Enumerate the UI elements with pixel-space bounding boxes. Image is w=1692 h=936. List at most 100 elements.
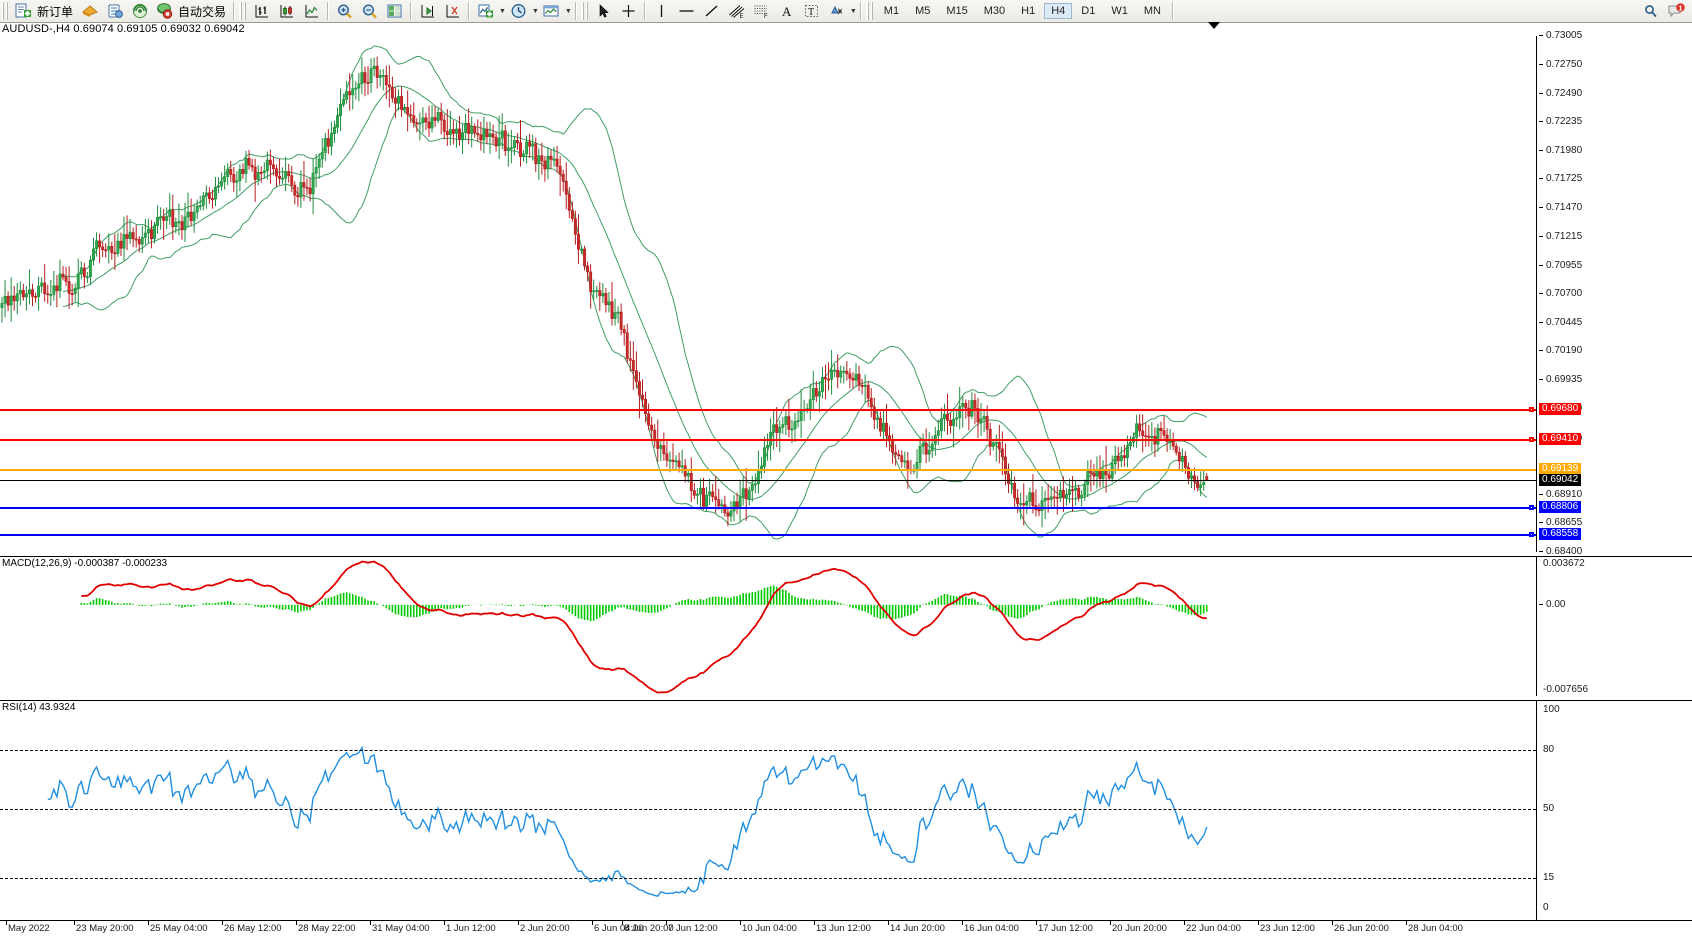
time-tick-label: 26 Jun 20:00 [1334, 923, 1389, 934]
price-tick: 0.71725 [1539, 173, 1582, 184]
time-axis[interactable]: May 2022 23 May 20:00 25 May 04:00 26 May 1… [0, 920, 1692, 936]
time-tick-label: 25 May 04:00 [150, 923, 208, 934]
current-price-line-label[interactable]: 0.69042 [1539, 474, 1582, 487]
symbol-quote-line: AUDUSD-,H4 0.69074 0.69105 0.69032 0.690… [2, 23, 245, 35]
timeframe-d1[interactable]: D1 [1081, 5, 1096, 17]
support-line-2[interactable] [0, 534, 1536, 537]
new-order-label[interactable]: 新订单 [37, 4, 74, 19]
equidistant-channel-icon[interactable]: E [724, 1, 749, 21]
support-line-1-handle[interactable] [1529, 504, 1534, 510]
text-icon[interactable]: A [774, 1, 799, 21]
time-tick [444, 921, 445, 925]
macd-scale[interactable]: 0.003672 0.00 -0.007656 [1536, 556, 1692, 696]
auto-scroll-icon[interactable] [440, 1, 465, 21]
price-tick: 0.72750 [1539, 59, 1582, 70]
time-tick [1332, 921, 1333, 925]
chart-shift-icon[interactable] [415, 1, 440, 21]
pivot-line-label[interactable]: 0.69139 [1539, 463, 1582, 476]
svg-text:A: A [782, 4, 792, 19]
line-chart-icon[interactable] [299, 1, 324, 21]
price-candles-canvas [0, 45, 1209, 540]
trendline-icon[interactable] [699, 1, 724, 21]
templates-dropdown-caret[interactable]: ▼ [564, 7, 572, 15]
timeframe-h1[interactable]: H1 [1021, 5, 1036, 17]
indicators-dropdown-caret[interactable]: ▼ [499, 7, 506, 15]
time-tick [148, 921, 149, 925]
notifications-icon[interactable]: 1 [1663, 1, 1688, 21]
horizontal-line-icon[interactable] [674, 1, 699, 21]
signals-icon[interactable] [127, 1, 152, 21]
price-chart-pane[interactable] [0, 36, 1536, 552]
time-tick [296, 921, 297, 925]
shapes-dropdown-caret[interactable]: ▼ [849, 7, 857, 15]
macd-pane[interactable]: MACD(12,26,9) -0.000387 -0.000233 [0, 556, 1536, 696]
periodicity-icon[interactable] [506, 1, 531, 21]
price-scale[interactable]: 0.73005 0.72750 0.72490 0.72235 0.71980 0.717… [1536, 30, 1692, 557]
new-order-icon[interactable] [11, 1, 36, 21]
current-price-line[interactable] [0, 480, 1536, 482]
shapes-icon[interactable] [824, 1, 849, 21]
price-tick: 0.71470 [1539, 202, 1582, 213]
timeframe-w1[interactable]: W1 [1111, 5, 1128, 17]
support-line-2-handle[interactable] [1529, 532, 1534, 538]
svg-text:T: T [808, 7, 814, 18]
timeframe-h4[interactable]: H4 [1044, 3, 1073, 19]
resistance-line-2-label[interactable]: 0.69410 [1539, 432, 1582, 445]
price-tick: 0.70445 [1539, 317, 1582, 328]
expert-advisor-icon[interactable] [77, 1, 102, 21]
periodicity-dropdown-caret[interactable]: ▼ [531, 7, 539, 15]
timeframe-m15[interactable]: M15 [946, 5, 968, 17]
timeframe-m30[interactable]: M30 [983, 5, 1006, 17]
rsi-tick: 80 [1543, 743, 1555, 755]
support-line-1-label[interactable]: 0.68806 [1539, 500, 1582, 513]
time-tick-label: 23 Jun 12:00 [1260, 923, 1315, 934]
resistance-line-2[interactable] [0, 438, 1536, 441]
rsi-pane[interactable]: RSI(14) 43.9324 [0, 700, 1536, 920]
time-tick [222, 921, 223, 925]
price-tick: 0.72490 [1539, 88, 1582, 99]
time-tick [74, 921, 75, 925]
resistance-line-1-handle[interactable] [1529, 406, 1534, 412]
toolbar-separator-3 [410, 2, 413, 20]
resistance-line-1[interactable] [0, 408, 1536, 411]
pivot-line[interactable] [0, 469, 1536, 472]
toolbar-grip-2[interactable] [239, 2, 248, 20]
auto-trading-label[interactable]: 自动交易 [178, 4, 227, 19]
text-label-icon[interactable]: T [799, 1, 824, 21]
zoom-out-icon[interactable] [357, 1, 382, 21]
timeframe-mn[interactable]: MN [1143, 5, 1161, 17]
toolbar-separator-2 [327, 2, 330, 20]
time-tick [814, 921, 815, 925]
rsi-tick: 50 [1543, 803, 1555, 814]
indicators-icon[interactable] [473, 1, 498, 21]
search-icon[interactable] [1638, 1, 1663, 21]
fibonacci-retracement-icon[interactable]: F [749, 1, 774, 21]
resistance-line-1-label[interactable]: 0.69680 [1539, 402, 1582, 415]
timeframe-m5[interactable]: M5 [915, 5, 931, 17]
toolbar-grip-3[interactable] [580, 2, 589, 20]
templates-icon[interactable] [539, 1, 564, 21]
data-window-icon[interactable] [102, 1, 127, 21]
rsi-scale[interactable]: 100 80 50 15 0 [1536, 700, 1692, 920]
resistance-line-2-handle[interactable] [1529, 436, 1534, 442]
tile-windows-icon[interactable] [382, 1, 407, 21]
chart-scroll-marker[interactable] [1208, 22, 1220, 29]
toolbar-grip-4[interactable] [865, 2, 874, 20]
timeframe-m1[interactable]: M1 [883, 5, 900, 17]
vertical-line-icon[interactable] [649, 1, 674, 21]
bar-chart-icon[interactable] [249, 1, 274, 21]
support-line-2-label[interactable]: 0.68558 [1539, 528, 1582, 541]
price-tick: 0.70700 [1539, 288, 1582, 299]
support-line-1[interactable] [0, 506, 1536, 509]
time-tick [518, 921, 519, 925]
price-tick: 0.70190 [1539, 345, 1582, 356]
zoom-in-icon[interactable] [332, 1, 357, 21]
main-toolbar: 新订单 自动交易 [0, 0, 1692, 23]
toolbar-grip[interactable] [1, 2, 9, 20]
auto-trading-icon[interactable] [152, 1, 177, 21]
time-tick-label: 16 Jun 04:00 [964, 923, 1019, 934]
time-tick-label: 2 Jun 20:00 [520, 923, 570, 934]
candlestick-chart-icon[interactable] [274, 1, 299, 21]
crosshair-icon[interactable] [616, 1, 641, 21]
cursor-icon[interactable] [591, 1, 616, 21]
